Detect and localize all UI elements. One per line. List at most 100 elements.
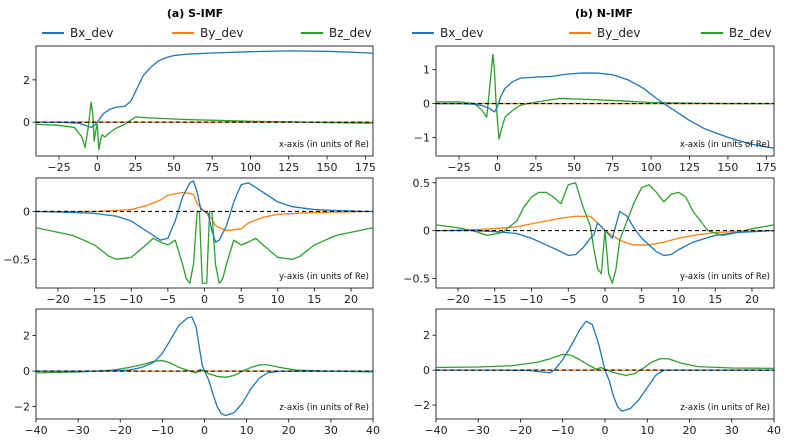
x-tick-label: 40 <box>767 424 781 437</box>
chart-panel-4: −20 −15 −10 −5 0 5 10 15 20 −0.5 0 0.5 y-axis (in un… <box>403 177 775 306</box>
x-tick-label: −20 <box>109 424 132 437</box>
y-tick-label: 0.5 <box>413 177 431 190</box>
y-tick-label: 2 <box>423 329 430 342</box>
axis-label: x-axis (in units of Re) <box>680 140 770 150</box>
x-tick-label: −15 <box>83 293 106 306</box>
axis-label: x-axis (in units of Re) <box>279 140 369 150</box>
x-tick-label: 20 <box>683 424 697 437</box>
legend-label-bz: Bz_dev <box>729 26 772 40</box>
chart-panel-3: −20 −15 −10 −5 0 5 10 15 20 −0.5 0 y-axis (in units… <box>3 177 374 306</box>
x-tick-label: −10 <box>520 293 543 306</box>
axis-label: y-axis (in units of Re) <box>279 272 369 282</box>
x-tick-label: 15 <box>307 293 321 306</box>
x-tick-label: 125 <box>278 161 299 174</box>
x-tick-label: 75 <box>606 161 620 174</box>
plot-area <box>36 50 373 151</box>
x-tick-label: −10 <box>120 293 143 306</box>
series-line-bx-dev <box>436 320 774 412</box>
series-line-bz-dev <box>436 53 774 140</box>
x-tick-label: −40 <box>24 424 47 437</box>
x-tick-label: 5 <box>638 293 645 306</box>
x-tick-label: 20 <box>344 293 358 306</box>
x-tick-label: −30 <box>67 424 90 437</box>
x-tick-label: −20 <box>46 293 69 306</box>
x-tick-label: 25 <box>129 161 143 174</box>
x-tick-label: −25 <box>447 161 470 174</box>
chart-panel-1: −25 0 25 50 75 100 125 150 175 0 2 x-axis (in units… <box>23 45 376 174</box>
legend-label-bz: Bz_dev <box>329 26 372 40</box>
y-tick-label: 2 <box>23 74 30 87</box>
legend-label-bx: Bx_dev <box>70 26 113 40</box>
x-tick-label: 0 <box>602 293 609 306</box>
x-tick-label: 0 <box>201 424 208 437</box>
y-tick-label: −1 <box>414 131 430 144</box>
plot-area <box>436 182 774 284</box>
x-tick-label: −25 <box>47 161 70 174</box>
x-tick-label: 25 <box>529 161 543 174</box>
y-tick-label: 0 <box>423 98 430 111</box>
y-tick-label: 0 <box>423 225 430 238</box>
x-tick-label: −15 <box>483 293 506 306</box>
x-tick-label: 75 <box>205 161 219 174</box>
series-line-bz-dev <box>436 182 774 284</box>
axis-label: z-axis (in units of Re) <box>279 403 369 413</box>
y-tick-label: 2 <box>23 330 30 343</box>
x-tick-label: 0 <box>201 293 208 306</box>
x-tick-label: 5 <box>238 293 245 306</box>
panel-title-s-imf: (a) S-IMF <box>167 7 223 20</box>
x-tick-label: 100 <box>240 161 261 174</box>
x-tick-label: 20 <box>282 424 296 437</box>
x-tick-label: 10 <box>640 424 654 437</box>
panel-title-n-imf: (b) N-IMF <box>575 7 633 20</box>
x-tick-label: 10 <box>671 293 685 306</box>
plot-area <box>36 180 373 284</box>
series-line-by-dev <box>436 215 774 246</box>
x-tick-label: −5 <box>160 293 176 306</box>
y-tick-label: −0.5 <box>3 253 30 266</box>
x-tick-label: 175 <box>355 161 376 174</box>
series-line-bz-dev <box>36 101 373 151</box>
x-tick-label: 100 <box>641 161 662 174</box>
y-tick-label: −2 <box>14 401 30 414</box>
x-tick-label: −30 <box>467 424 490 437</box>
x-tick-label: 20 <box>745 293 759 306</box>
x-tick-label: 40 <box>366 424 380 437</box>
x-tick-label: 125 <box>679 161 700 174</box>
x-tick-label: 0 <box>494 161 501 174</box>
x-tick-label: 150 <box>717 161 738 174</box>
plot-frame <box>35 45 374 157</box>
legend-label-by: By_dev <box>597 26 640 40</box>
plot-area <box>436 53 774 149</box>
y-tick-label: 0 <box>23 365 30 378</box>
x-tick-label: 0 <box>94 161 101 174</box>
y-tick-label: 0 <box>423 364 430 377</box>
y-tick-label: 0 <box>23 116 30 129</box>
x-tick-label: 30 <box>725 424 739 437</box>
plot-frame <box>35 177 374 289</box>
plot-area <box>436 320 774 412</box>
x-tick-label: 175 <box>756 161 777 174</box>
series-line-bx-dev <box>436 72 774 149</box>
x-tick-label: −10 <box>551 424 574 437</box>
x-tick-label: −20 <box>509 424 532 437</box>
x-tick-label: −10 <box>151 424 174 437</box>
x-tick-label: 15 <box>708 293 722 306</box>
x-tick-label: 50 <box>167 161 181 174</box>
axis-label: z-axis (in units of Re) <box>680 403 770 413</box>
axis-label: y-axis (in units of Re) <box>680 272 770 282</box>
legend-s-imf: Bx_dev By_dev Bz_dev <box>42 26 372 40</box>
legend-label-bx: Bx_dev <box>440 26 483 40</box>
x-tick-label: 0 <box>602 424 609 437</box>
plot-frame <box>435 308 775 420</box>
y-tick-label: 1 <box>423 64 430 77</box>
chart-panel-2: −25 0 25 50 75 100 125 150 175 −1 0 1 x-axis (in uni… <box>414 45 777 174</box>
legend-n-imf: Bx_dev By_dev Bz_dev <box>412 26 772 40</box>
plot-area <box>36 316 373 417</box>
y-tick-label: −0.5 <box>403 272 430 285</box>
x-tick-label: 150 <box>317 161 338 174</box>
series-line-bz-dev <box>36 210 373 284</box>
x-tick-label: 30 <box>324 424 338 437</box>
